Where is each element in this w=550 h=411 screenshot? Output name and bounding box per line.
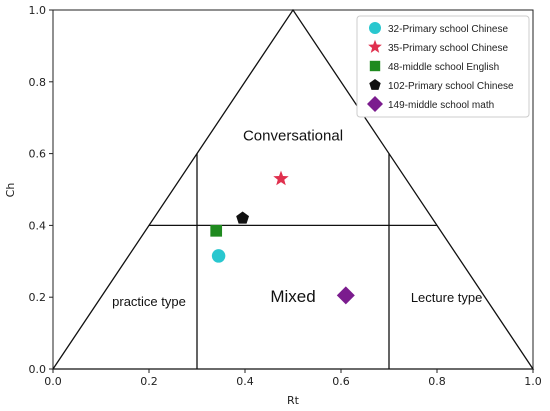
legend-box	[356, 15, 530, 118]
region-label: Mixed	[270, 287, 315, 306]
legend-marker-circle	[369, 22, 381, 34]
x-tick-label: 0.0	[44, 375, 62, 388]
x-tick-label: 0.4	[236, 375, 254, 388]
legend-entry-label: 102-Primary school Chinese	[388, 81, 514, 92]
triangle-boundary	[51, 8, 535, 370]
x-axis-ticks: 0.0 0.2 0.4 0.6 0.8 1.0	[44, 369, 542, 388]
x-axis-label: Rt	[287, 394, 300, 407]
legend-entry-label: 149-middle school math	[388, 100, 494, 111]
legend-marker-diamond	[367, 96, 383, 112]
x-tick-label: 1.0	[524, 375, 542, 388]
data-points	[210, 170, 355, 305]
y-tick-label: 0.8	[29, 76, 47, 89]
x-tick-label: 0.6	[332, 375, 350, 388]
y-axis-label: Ch	[4, 183, 17, 198]
data-point-pentagon	[236, 211, 250, 224]
region-label: practice type	[112, 294, 186, 309]
y-tick-label: 0.0	[29, 363, 47, 376]
legend-entry-label: 48-middle school English	[388, 62, 499, 73]
x-tick-label: 0.8	[428, 375, 446, 388]
x-tick-label: 0.2	[140, 375, 158, 388]
y-tick-label: 1.0	[29, 4, 47, 17]
data-point-diamond	[336, 286, 355, 305]
region-label: Lecture type	[411, 290, 483, 305]
data-point-square	[210, 224, 223, 237]
y-tick-label: 0.4	[29, 219, 47, 232]
region-boundaries	[51, 8, 535, 370]
legend-entry-label: 35-Primary school Chinese	[388, 43, 508, 54]
legend-entry-label: 32-Primary school Chinese	[388, 24, 508, 35]
y-axis-ticks: 0.0 0.2 0.4 0.6 0.8 1.0	[29, 4, 53, 376]
data-point-circle	[211, 249, 226, 263]
legend: 32-Primary school Chinese 35-Primary scho…	[356, 15, 530, 118]
legend-marker-star	[368, 39, 382, 53]
region-label: Conversational	[243, 128, 343, 145]
y-tick-label: 0.6	[29, 148, 47, 161]
y-tick-label: 0.2	[29, 291, 47, 304]
legend-marker-pentagon	[369, 79, 381, 90]
legend-marker-square	[369, 60, 381, 72]
data-point-star	[273, 170, 289, 186]
region-labels: Conversational Mixed practice type Lecture …	[112, 128, 482, 309]
